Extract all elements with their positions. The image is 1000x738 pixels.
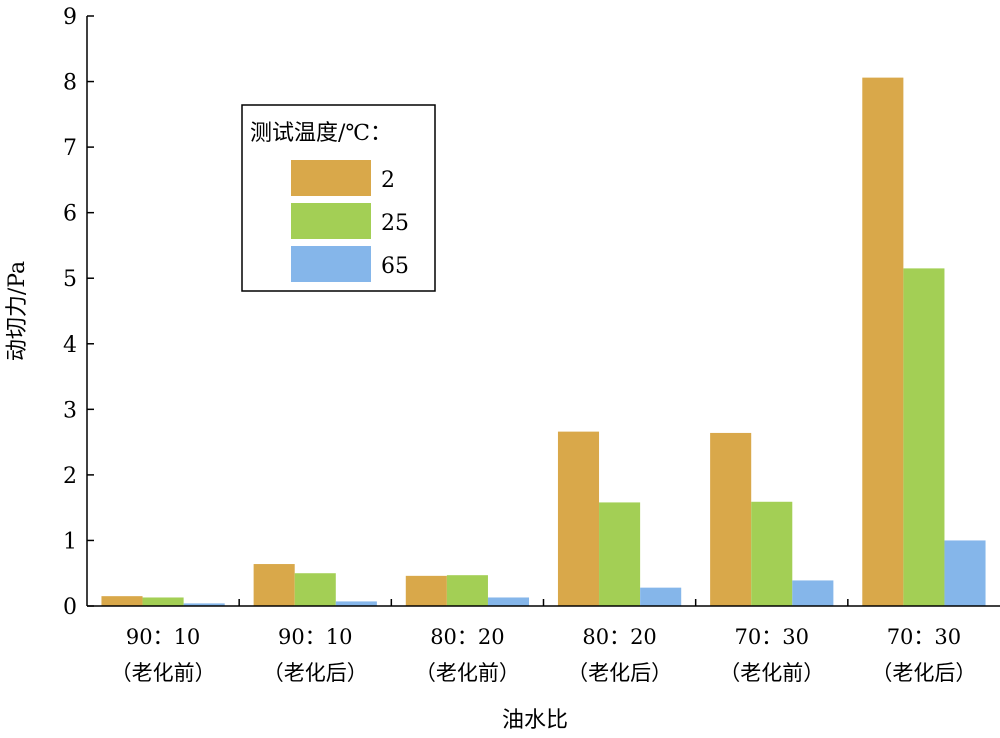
bars [101, 77, 986, 607]
bar-series-2 [405, 575, 447, 606]
y-tick-label: 2 [63, 464, 77, 489]
bar-series-65 [640, 587, 682, 606]
x-ticks: 90：10 （老化前） 90：10 （老化后） 80：20 （老化前） 80：20 （老化后）… [111, 599, 976, 685]
x-category-label: 80：20 [582, 625, 656, 649]
y-tick-label: 5 [63, 267, 77, 292]
legend-items: 2 25 65 [291, 160, 409, 282]
bar-series-2 [557, 431, 600, 606]
bar-series-25 [903, 268, 945, 606]
bar-series-25 [599, 502, 641, 606]
x-axis-title: 油水比 [502, 708, 568, 733]
legend-label: 25 [381, 211, 409, 236]
x-category-label: 90：10 [126, 625, 200, 649]
y-tick-label: 0 [63, 595, 77, 620]
bar-series-65 [183, 603, 225, 606]
bar-series-65 [944, 540, 986, 606]
x-category-label: （老化前） [415, 661, 520, 685]
x-category-label: （老化后） [263, 661, 368, 685]
y-tick-label: 7 [63, 136, 77, 161]
bar-series-65 [487, 597, 530, 606]
x-category-label: 90：10 [278, 625, 352, 649]
x-category-label: （老化后） [871, 661, 976, 685]
bar-series-25 [751, 501, 793, 606]
y-ticks: 0 1 2 3 4 5 6 7 8 9 [63, 5, 94, 620]
y-tick-label: 4 [63, 333, 77, 358]
y-tick-label: 9 [63, 5, 77, 30]
legend-label: 2 [381, 168, 395, 193]
y-tick-label: 1 [63, 529, 77, 554]
x-category-label: 70：30 [887, 625, 961, 649]
bar-series-25 [142, 597, 184, 606]
y-tick-label: 6 [63, 202, 77, 227]
bar-series-65 [792, 580, 834, 606]
legend-swatch [291, 160, 371, 196]
x-category-label: 70：30 [735, 625, 809, 649]
bar-series-2 [710, 432, 752, 606]
legend-title: 测试温度/℃： [250, 121, 392, 146]
x-category-label: （老化后） [567, 661, 672, 685]
legend: 测试温度/℃： 2 25 65 [241, 104, 436, 292]
bar-series-65 [335, 601, 377, 606]
bar-series-25 [294, 573, 336, 606]
bar-series-2 [862, 77, 904, 607]
y-axis-title: 动切力/Pa [5, 261, 30, 361]
bar-series-25 [446, 575, 488, 606]
legend-swatch [291, 203, 371, 239]
x-category-label: 80：20 [430, 625, 504, 649]
legend-swatch [291, 246, 371, 282]
bar-series-2 [101, 596, 143, 606]
x-category-label: （老化前） [719, 661, 824, 685]
legend-label: 65 [381, 254, 409, 279]
bar-series-2 [253, 564, 295, 606]
y-tick-label: 3 [63, 398, 77, 423]
y-tick-label: 8 [63, 71, 77, 96]
x-category-label: （老化前） [111, 661, 216, 685]
